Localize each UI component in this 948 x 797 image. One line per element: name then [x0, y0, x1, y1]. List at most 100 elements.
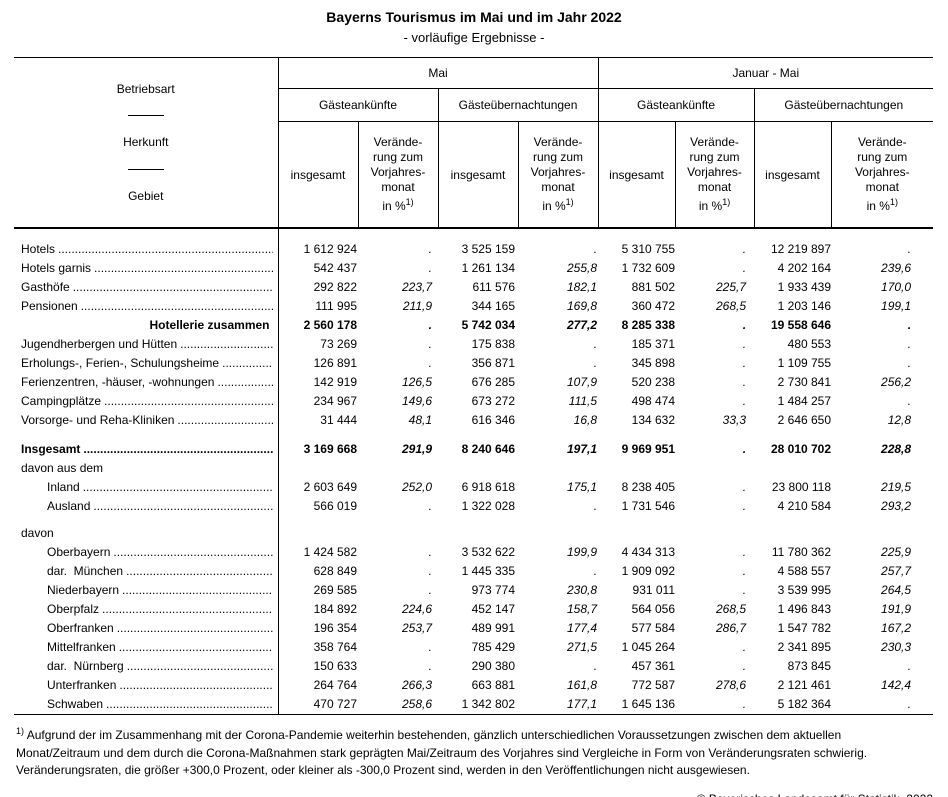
row-label-cell: Hotellerie zusammen	[14, 316, 279, 335]
change-value-cell: .	[907, 242, 912, 256]
row-label-cell: Niederbayern............................…	[14, 581, 279, 600]
change-value-cell: 219,5	[881, 480, 912, 494]
stub-label-betriebsart: Betriebsart	[116, 81, 175, 96]
table-row: Oberfranken.............................…	[14, 619, 933, 638]
dot-leaders: ........................................…	[119, 678, 273, 692]
row-label: dar. München	[47, 564, 124, 578]
total-value-cell: 1 612 924	[303, 242, 357, 256]
total-value-cell: 3 169 668	[303, 442, 357, 456]
total-value-cell: 2 730 841	[777, 375, 832, 389]
total-value-cell: 6 918 618	[461, 480, 515, 494]
total-value-cell: 360 472	[631, 299, 676, 313]
total-value-cell	[438, 524, 518, 543]
change-value-cell: .	[742, 242, 747, 256]
table-row: davon aus dem	[14, 459, 933, 478]
change-value-cell: 278,6	[716, 678, 747, 692]
total-value-cell: 8 238 405	[621, 480, 676, 494]
total-value-cell: 4 202 164	[777, 261, 832, 275]
column-header-insgesamt: insgesamt	[278, 121, 359, 229]
row-label-cell: davon aus dem	[14, 459, 279, 478]
change-value-cell: .	[428, 499, 432, 513]
total-value-cell: 457 361	[631, 659, 676, 673]
footnote-line: 1) Aufgrund der im Zusammenhang mit der …	[16, 726, 842, 742]
change-value-cell: 12,8	[887, 413, 912, 427]
change-value-cell: 223,7	[401, 280, 432, 294]
row-label: Ausland	[47, 499, 91, 513]
change-value-cell: 230,8	[567, 583, 598, 597]
total-value-cell: 1 732 609	[621, 261, 676, 275]
total-value-cell: 3 532 622	[461, 545, 515, 559]
change-value-cell	[518, 524, 598, 543]
total-value-cell: 616 346	[471, 413, 515, 427]
change-value-cell	[831, 524, 933, 543]
total-value-cell: 31 444	[320, 413, 357, 427]
header-row-measures: Gästeankünfte Gästeübernachtungen Gästea…	[14, 88, 934, 122]
row-label: Oberpfalz	[47, 602, 100, 616]
dot-leaders: ........................................…	[82, 480, 273, 494]
dot-leaders: ........................................…	[126, 564, 273, 578]
total-value-cell	[278, 524, 358, 543]
total-value-cell: 470 727	[278, 695, 358, 715]
change-value-cell: 199,9	[567, 545, 598, 559]
total-value-cell: 344 165	[471, 299, 515, 313]
total-value-cell: 785 429	[471, 640, 515, 654]
stub-label-gebiet: Gebiet	[128, 189, 164, 204]
total-value-cell: 2 560 178	[303, 318, 357, 332]
column-header-veraenderung: Verände- rung zum Vorjahres- monat in %1…	[358, 121, 439, 229]
change-value-cell: 291,9	[401, 442, 432, 456]
column-header-gaesteuebernachtungen-jm: Gästeübernachtungen	[754, 88, 934, 122]
change-value-cell: 271,5	[567, 640, 598, 654]
table-row: Vorsorge- und Reha-Kliniken.............…	[14, 411, 933, 430]
total-value-cell: 498 474	[631, 394, 676, 408]
change-value-cell: .	[428, 659, 432, 673]
total-value-cell: 9 969 951	[621, 442, 676, 456]
row-label-cell: Pensionen...............................…	[14, 297, 279, 316]
table-row: Unterfranken............................…	[14, 676, 933, 695]
total-value-cell: 931 011	[632, 583, 676, 597]
column-header-insgesamt: insgesamt	[754, 121, 832, 229]
dot-leaders: ........................................…	[116, 621, 273, 635]
total-value-cell: 1 496 843	[777, 602, 832, 616]
change-value-cell: 177,1	[518, 695, 599, 715]
total-value-cell	[598, 459, 675, 478]
dot-leaders: ........................................…	[177, 413, 272, 427]
total-value-cell: 5 742 034	[461, 318, 515, 332]
table-row: Inland..................................…	[14, 478, 933, 497]
change-value-cell: 258,6	[358, 695, 438, 715]
total-value-cell: 73 269	[320, 337, 357, 351]
change-value-cell: 126,5	[401, 375, 432, 389]
change-value-cell: .	[742, 499, 747, 513]
footnote-line: Veränderungsraten, die größer +300,0 Pro…	[16, 763, 750, 777]
total-value-cell: 292 822	[313, 280, 357, 294]
spacer-row	[14, 516, 933, 524]
change-value-cell: 167,2	[881, 621, 912, 635]
total-value-cell	[754, 524, 831, 543]
total-value-cell: 564 056	[631, 602, 676, 616]
change-value-cell: .	[428, 261, 432, 275]
column-header-veraenderung: Verände- rung zum Vorjahres- monat in %1…	[675, 121, 755, 229]
footnote-reference: 1)	[722, 197, 731, 207]
change-value-cell: .	[675, 695, 755, 715]
change-value-cell: 142,4	[881, 678, 912, 692]
column-header-gaesteankuenfte-jm: Gästeankünfte	[598, 88, 755, 122]
column-header-insgesamt: insgesamt	[438, 121, 519, 229]
row-label-cell: Hotels..................................…	[14, 240, 279, 259]
change-value-cell: .	[428, 583, 432, 597]
total-value-cell: 577 584	[631, 621, 676, 635]
change-value-cell: 286,7	[716, 621, 747, 635]
total-value-cell: 673 272	[471, 394, 515, 408]
footnote: 1) Aufgrund der im Zusammenhang mit der …	[16, 723, 933, 780]
change-value-cell: 199,1	[881, 299, 912, 313]
row-label-cell: dar. München............................…	[14, 562, 279, 581]
row-label: dar. Nürnberg	[47, 659, 124, 673]
row-label-cell: Hotels garnis...........................…	[14, 259, 279, 278]
row-label: Oberfranken	[47, 621, 114, 635]
change-value-cell: 228,8	[881, 442, 912, 456]
change-value-cell: .	[742, 564, 747, 578]
row-label: Mittelfranken	[47, 640, 116, 654]
dot-leaders: ........................................…	[83, 442, 272, 456]
change-value-cell: 225,9	[881, 545, 912, 559]
total-value-cell: 185 371	[631, 337, 676, 351]
dot-leaders: ........................................…	[93, 499, 272, 513]
change-value-cell: .	[907, 394, 912, 408]
